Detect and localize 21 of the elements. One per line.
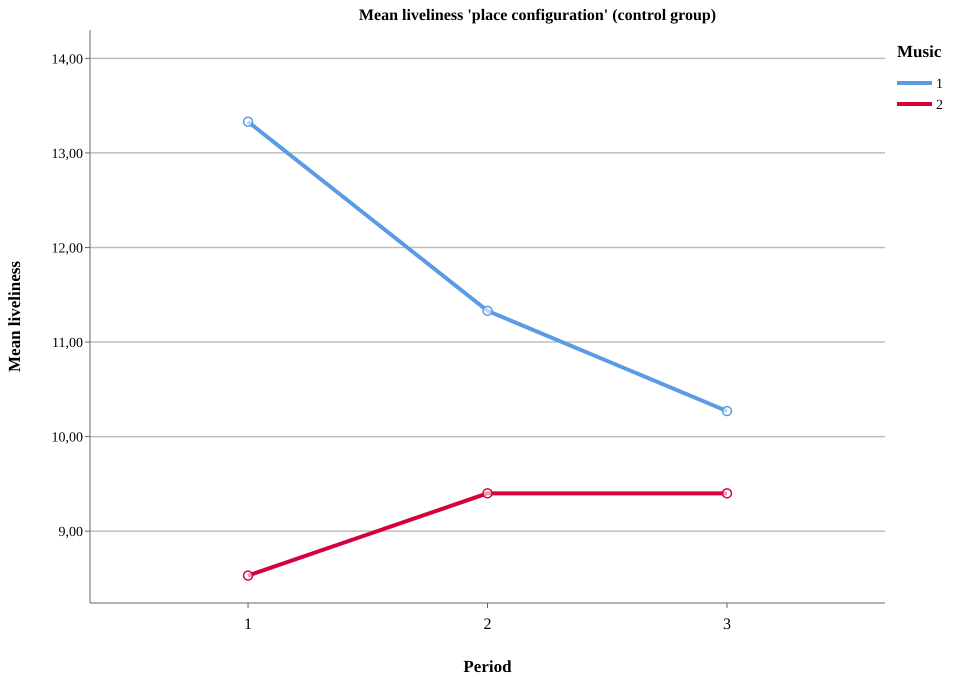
- legend-label: 1: [936, 76, 943, 92]
- legend-label: 2: [936, 98, 943, 113]
- point: [242, 116, 254, 127]
- chart-title: Mean liveliness 'place configuration' (control group): [358, 7, 716, 24]
- point: [242, 570, 254, 581]
- y-tick-label: 10,00: [52, 430, 83, 446]
- y-tick-label: 14,00: [52, 52, 83, 68]
- legend-title: Music: [897, 42, 942, 61]
- y-tick-label: 12,00: [52, 241, 83, 256]
- point: [482, 488, 493, 499]
- y-tick-label: 11,00: [52, 336, 83, 351]
- point: [722, 406, 732, 416]
- point: [722, 488, 732, 499]
- y-axis-title: Mean liveliness: [5, 260, 24, 372]
- y-tick-label: 13,00: [52, 146, 83, 162]
- y-tick-label: 9,00: [58, 525, 83, 540]
- x-tick-label: 3: [722, 616, 731, 633]
- x-axis-title: Period: [463, 657, 512, 676]
- x-tick-label: 1: [244, 616, 252, 633]
- point: [482, 306, 493, 316]
- x-tick-label: 2: [484, 616, 492, 633]
